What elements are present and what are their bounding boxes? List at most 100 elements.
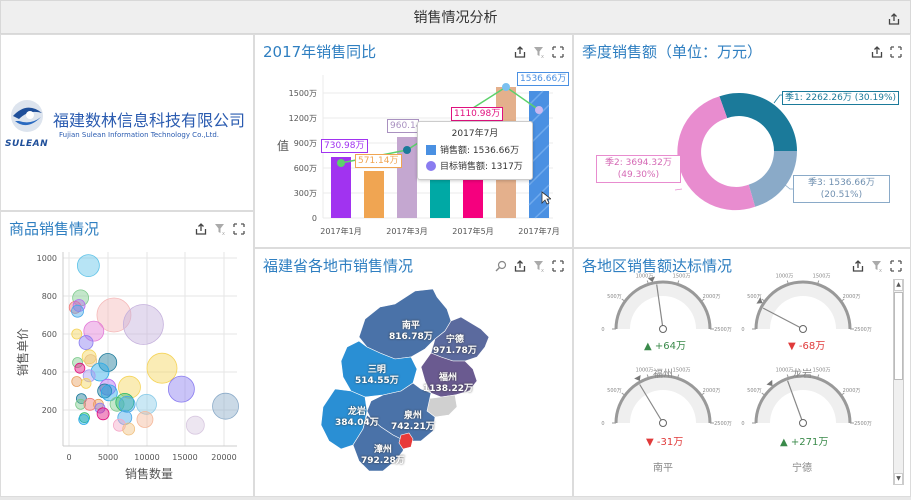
- fullscreen-icon[interactable]: [552, 257, 564, 276]
- svg-text:2000万: 2000万: [703, 294, 721, 300]
- bubble[interactable]: [122, 304, 164, 345]
- dashboard-header: 销售情况分析: [0, 0, 911, 34]
- bubble[interactable]: [71, 376, 83, 387]
- bubble[interactable]: [71, 328, 83, 340]
- svg-text:600: 600: [42, 330, 57, 339]
- pie-label-q1: 季1: 2262.26万 (30.19%): [782, 91, 900, 105]
- bubble[interactable]: [167, 375, 195, 403]
- gauge-delta-longyan: ▼ -68万: [788, 341, 826, 352]
- svg-text:0: 0: [741, 327, 744, 333]
- svg-text:1500万: 1500万: [289, 89, 317, 98]
- export-icon[interactable]: [514, 43, 526, 62]
- svg-text:2000万: 2000万: [703, 388, 721, 394]
- clear-filter-icon[interactable]: x: [533, 43, 545, 62]
- svg-text:x: x: [541, 268, 544, 272]
- region-quanzhou: [366, 382, 436, 442]
- svg-text:2017年3月: 2017年3月: [386, 226, 427, 236]
- gauges-panel-title: 各地区销售额达标情况: [582, 257, 733, 275]
- data-label: 730.98万: [321, 139, 368, 153]
- svg-text:0: 0: [66, 453, 71, 462]
- bubble[interactable]: [84, 354, 98, 368]
- export-icon[interactable]: [514, 257, 526, 276]
- svg-text:2500万: 2500万: [714, 327, 732, 333]
- svg-text:1500万: 1500万: [813, 368, 831, 374]
- bubble[interactable]: [146, 352, 178, 384]
- vertical-scrollbar[interactable]: ▲ ▼: [893, 279, 904, 485]
- gauge-name-ningde: 宁德: [792, 463, 812, 474]
- clear-filter-icon[interactable]: x: [871, 257, 883, 276]
- zoom-search-icon[interactable]: [495, 257, 507, 276]
- bubble[interactable]: [78, 414, 90, 425]
- regional-target-panel: 各地区销售额达标情况 x 0 500万 1000万 1500万 2000万 2500万 0 5…: [573, 248, 911, 497]
- region-xiamen: [398, 432, 414, 450]
- svg-text:500万: 500万: [747, 388, 762, 394]
- fullscreen-icon[interactable]: [890, 257, 902, 276]
- chart-tooltip: 2017年7月 销售额: 1536.66万 目标销售额: 1317万: [417, 121, 533, 180]
- svg-text:1000万: 1000万: [636, 274, 654, 280]
- export-icon[interactable]: [871, 43, 883, 62]
- bubble[interactable]: [80, 377, 92, 389]
- bubble[interactable]: [136, 411, 154, 428]
- scroll-up-button[interactable]: ▲: [894, 279, 903, 291]
- bubble[interactable]: [83, 397, 97, 411]
- gauge-delta-fuzhou: ▲ +64万: [644, 341, 686, 352]
- bubble[interactable]: [122, 422, 136, 436]
- company-name-en: Fujian Sulean Information Technology Co.…: [59, 131, 219, 139]
- svg-text:500万: 500万: [747, 294, 762, 300]
- data-label: 1536.66万: [517, 72, 570, 86]
- bubble[interactable]: [75, 398, 87, 410]
- bubble[interactable]: [96, 407, 110, 421]
- fujian-province-map: [320, 288, 490, 472]
- svg-text:x: x: [879, 268, 882, 272]
- pie-label-q3: 季3: 1536.66万 (20.51%): [793, 175, 890, 203]
- svg-text:15000: 15000: [172, 453, 197, 462]
- bubble[interactable]: [100, 384, 118, 402]
- svg-text:1500万: 1500万: [813, 274, 831, 280]
- export-icon[interactable]: [195, 220, 207, 239]
- clear-filter-icon[interactable]: x: [533, 257, 545, 276]
- data-label: 960.14万: [387, 119, 419, 133]
- scroll-down-button[interactable]: ▼: [894, 473, 903, 485]
- bubble[interactable]: [136, 393, 157, 415]
- bubble[interactable]: [98, 353, 118, 372]
- svg-text:200: 200: [42, 406, 57, 415]
- bubble[interactable]: [76, 393, 87, 405]
- svg-text:1500万: 1500万: [673, 274, 691, 280]
- bubble[interactable]: [118, 375, 141, 399]
- bubble[interactable]: [115, 392, 135, 412]
- yoy-sales-panel: 2017年销售同比 x 0 300万 600万 900万 1200万 1500万…: [254, 34, 573, 248]
- bubble[interactable]: [72, 357, 83, 368]
- svg-text:1200万: 1200万: [289, 114, 317, 123]
- y-axis-label: 值: [277, 138, 289, 153]
- logo-brand: SULEAN: [5, 139, 49, 149]
- y-axis: 0 300万 600万 900万 1200万 1500万: [289, 89, 317, 223]
- svg-text:0: 0: [312, 214, 317, 223]
- export-icon[interactable]: [888, 10, 900, 29]
- bubble[interactable]: [81, 349, 97, 365]
- fullscreen-icon[interactable]: [233, 220, 245, 239]
- clear-filter-icon[interactable]: x: [214, 220, 226, 239]
- gauge-name-longyan: 龙岩: [792, 369, 812, 380]
- bubble[interactable]: [118, 395, 136, 413]
- bubble[interactable]: [212, 392, 239, 420]
- export-icon[interactable]: [852, 257, 864, 276]
- dashboard-title: 销售情况分析: [413, 10, 498, 26]
- svg-text:300万: 300万: [294, 189, 317, 198]
- bubble[interactable]: [74, 362, 86, 374]
- svg-text:2000万: 2000万: [843, 294, 861, 300]
- map-label-quanzhou: 泉州 742.21万: [391, 411, 435, 432]
- yoy-panel-title: 2017年销售同比: [263, 43, 377, 61]
- bubble[interactable]: [78, 335, 94, 350]
- scroll-thumb[interactable]: [894, 292, 903, 380]
- svg-text:500万: 500万: [607, 294, 622, 300]
- fullscreen-icon[interactable]: [890, 43, 902, 62]
- bubble[interactable]: [71, 304, 84, 318]
- bubble[interactable]: [185, 415, 205, 435]
- y-axis: 1000 800 600 400 200: [37, 254, 57, 415]
- region-fuzhou: [420, 352, 478, 398]
- bubble[interactable]: [96, 297, 132, 333]
- fullscreen-icon[interactable]: [552, 43, 564, 62]
- map-label-ningde: 宁德 971.78万: [433, 335, 477, 356]
- bubble[interactable]: [76, 254, 100, 277]
